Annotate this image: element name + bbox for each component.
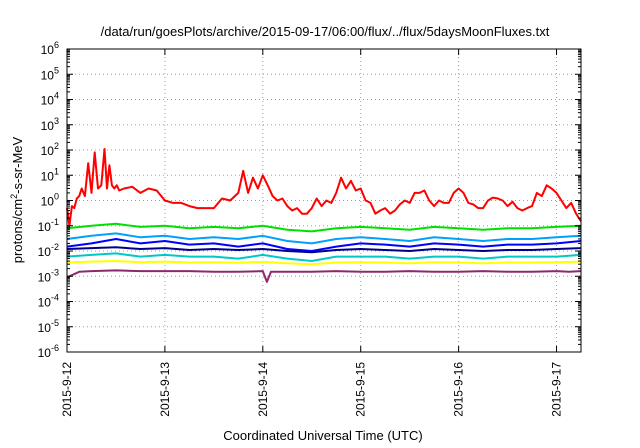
chart-title: /data/run/goesPlots/archive/2015-09-17/0…: [101, 24, 550, 39]
y-tick-label: 10-3: [38, 267, 59, 284]
y-tick-label: 104: [41, 91, 59, 108]
series-line: [66, 246, 582, 254]
x-tick-label: 2015-9-14: [256, 362, 270, 417]
x-tick-label: 2015-9-16: [452, 362, 466, 417]
y-tick-label: 100: [41, 192, 59, 209]
y-axis-label: protons/cm2-s-sr-MeV: [9, 136, 25, 263]
series-line: [66, 238, 582, 252]
series-line: [66, 252, 582, 262]
series-line: [66, 232, 582, 245]
x-tick-label: 2015-9-15: [354, 362, 368, 417]
series-line: [66, 260, 582, 266]
series-line: [66, 222, 582, 233]
x-tick-label: 2015-9-17: [550, 362, 564, 417]
x-tick-labels: 2015-9-12 2015-9-13 2015-9-14 2015-9-15 2015…: [60, 362, 564, 417]
y-tick-label: 10-4: [38, 293, 59, 310]
y-tick-label: 10-5: [38, 318, 59, 335]
y-tick-labels: 10-6 10-5 10-4 10-3 10-2 10-1 100 101 102 103 104 1…: [38, 40, 59, 360]
series-line: [66, 148, 582, 227]
series-line: [66, 269, 582, 283]
y-tick-label: 102: [41, 141, 59, 158]
x-tick-label: 2015-9-12: [60, 362, 74, 417]
y-tick-label: 103: [41, 116, 59, 133]
y-axis-label-sup: 2: [9, 194, 19, 199]
x-axis-label: Coordinated Universal Time (UTC): [223, 428, 422, 443]
series-layer: [66, 148, 582, 283]
y-tick-label: 10-2: [38, 242, 59, 259]
y-axis-label-main: protons/cm: [10, 199, 25, 263]
y-tick-label: 101: [41, 166, 59, 183]
y-tick-label: 105: [41, 65, 59, 82]
y-tick-label: 10-1: [38, 217, 59, 234]
y-tick-label: 10-6: [38, 343, 59, 360]
ticks: [66, 48, 581, 353]
y-tick-label: 106: [41, 40, 59, 57]
x-tick-label: 2015-9-13: [158, 362, 172, 417]
y-axis-label-rest: -s-sr-MeV: [10, 136, 25, 193]
